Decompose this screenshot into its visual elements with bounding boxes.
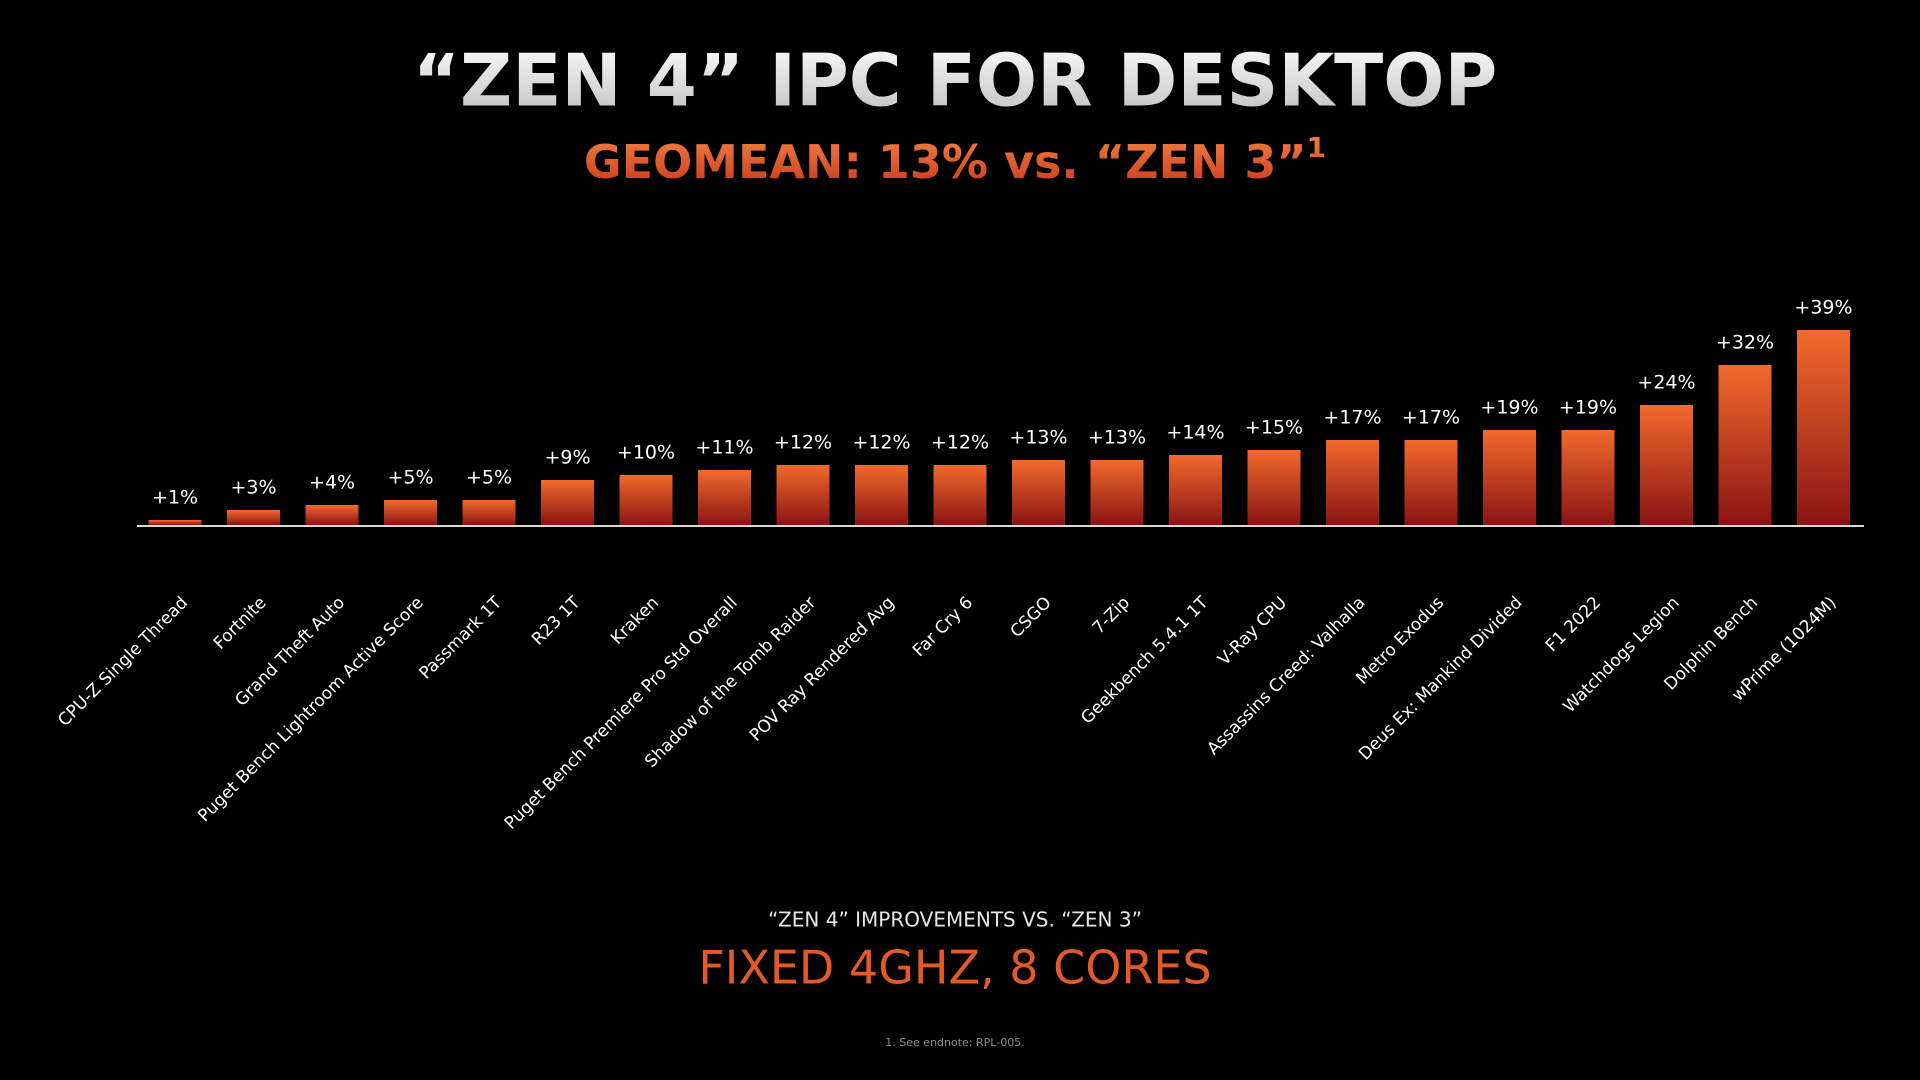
bar bbox=[619, 475, 673, 525]
bar bbox=[541, 480, 594, 525]
value-label: +9% bbox=[544, 447, 590, 469]
value-label: +15% bbox=[1245, 417, 1303, 439]
value-label: +12% bbox=[931, 432, 989, 454]
value-label: +13% bbox=[1088, 427, 1146, 449]
chart-title: “ZEN 4” IPC FOR DESKTOP bbox=[413, 39, 1498, 123]
bar bbox=[305, 505, 359, 525]
subtitle-text: GEOMEAN: 13% vs. “ZEN 3” bbox=[584, 135, 1307, 189]
value-label: +4% bbox=[309, 472, 355, 494]
bar bbox=[1169, 455, 1222, 525]
bar bbox=[698, 470, 751, 525]
footnote: 1. See endnote: RPL-005. bbox=[885, 1036, 1024, 1049]
value-label: +14% bbox=[1166, 422, 1224, 444]
bar bbox=[1090, 460, 1144, 525]
bar bbox=[1483, 430, 1536, 525]
value-label: +12% bbox=[774, 432, 832, 454]
value-label: +19% bbox=[1559, 397, 1617, 419]
bar bbox=[384, 500, 437, 525]
value-label: +32% bbox=[1716, 332, 1774, 354]
caption: “ZEN 4” IMPROVEMENTS VS. “ZEN 3” bbox=[768, 908, 1142, 932]
value-label: +39% bbox=[1794, 297, 1852, 319]
bar bbox=[227, 510, 280, 525]
bar bbox=[1640, 405, 1693, 525]
bar bbox=[933, 465, 987, 525]
value-label: +24% bbox=[1637, 372, 1695, 394]
subtitle-superscript: 1 bbox=[1307, 131, 1326, 164]
bar bbox=[1247, 450, 1301, 525]
bar bbox=[776, 465, 830, 525]
value-label: +12% bbox=[852, 432, 910, 454]
bar bbox=[1012, 460, 1065, 525]
value-label: +1% bbox=[152, 487, 198, 509]
value-label: +13% bbox=[1009, 427, 1067, 449]
bar bbox=[462, 500, 516, 525]
bar bbox=[1718, 365, 1772, 525]
bar bbox=[1797, 330, 1850, 525]
bar bbox=[1404, 440, 1458, 525]
value-label: +11% bbox=[695, 437, 753, 459]
value-label: +3% bbox=[230, 477, 276, 499]
bar bbox=[148, 520, 202, 525]
bar bbox=[855, 465, 908, 525]
value-label: +19% bbox=[1480, 397, 1538, 419]
value-label: +17% bbox=[1402, 407, 1460, 429]
bar bbox=[1561, 430, 1615, 525]
chart-subtitle: GEOMEAN: 13% vs. “ZEN 3”1 bbox=[584, 131, 1326, 189]
value-label: +5% bbox=[387, 467, 433, 489]
value-label: +5% bbox=[466, 467, 512, 489]
value-label: +10% bbox=[617, 442, 675, 464]
value-label: +17% bbox=[1323, 407, 1381, 429]
bar bbox=[1326, 440, 1379, 525]
highlight: FIXED 4GHZ, 8 CORES bbox=[698, 941, 1211, 995]
